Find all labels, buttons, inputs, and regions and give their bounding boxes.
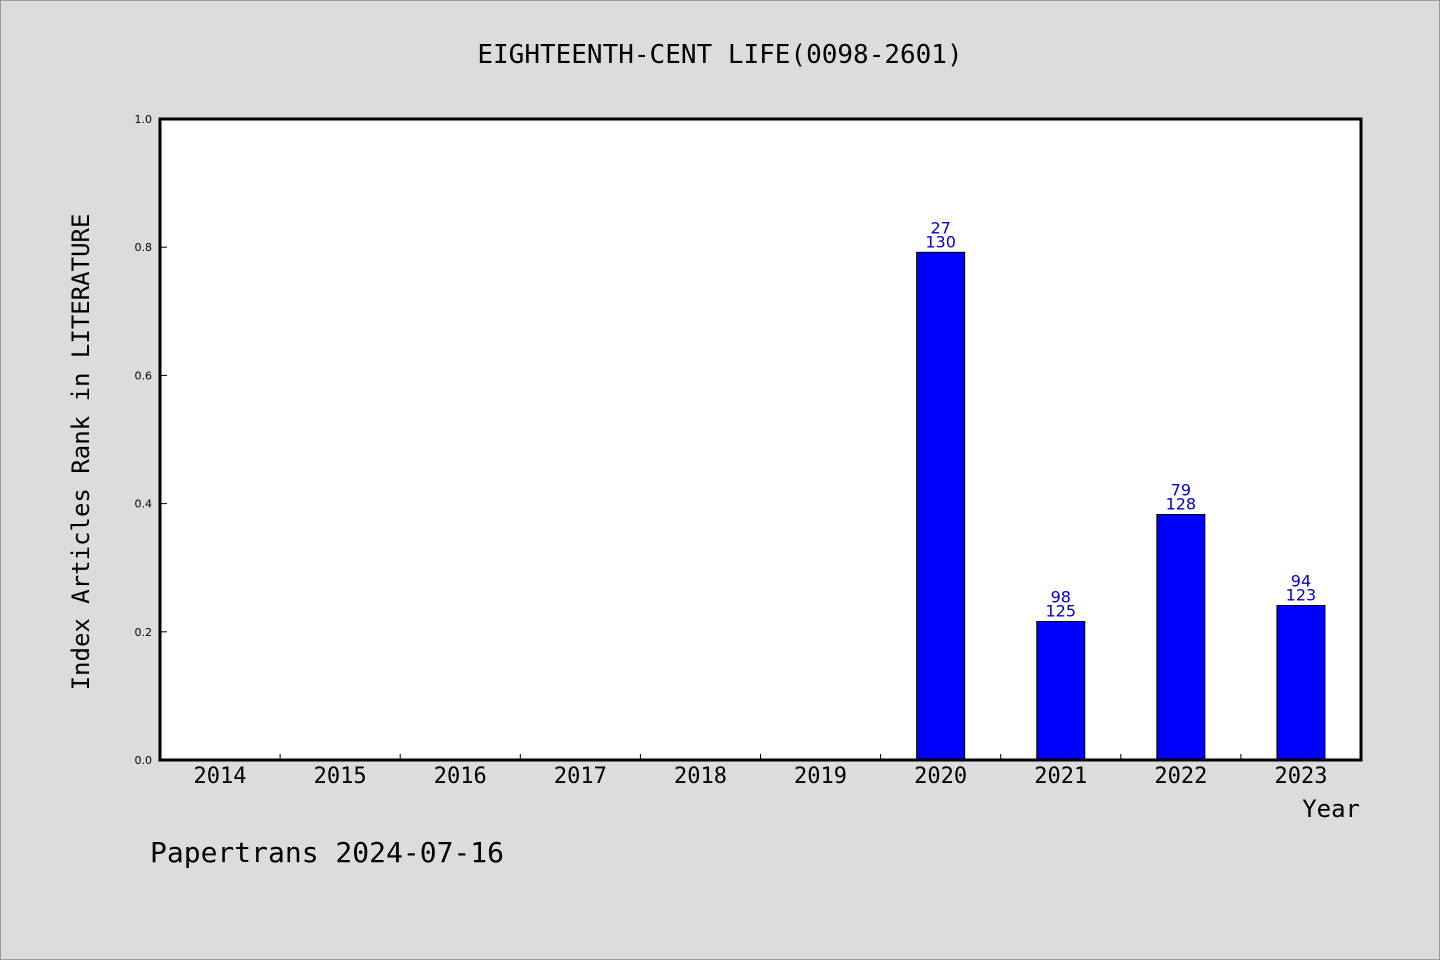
data-label-total: 123	[1286, 586, 1317, 605]
bar	[1276, 605, 1326, 761]
x-ticks-group: 2014 2015 2016 2017 2018 2019 2020 2021 2022 2023	[194, 754, 1327, 789]
data-label-rank: 79	[1171, 480, 1191, 499]
y-tick-label: 1.0	[135, 113, 153, 126]
y-tick-label: 0.0	[135, 754, 153, 767]
x-tick-label: 2020	[914, 764, 967, 789]
bar	[1036, 621, 1086, 761]
x-tick-label: 2018	[674, 764, 727, 789]
x-tick-label: 2014	[194, 764, 247, 789]
x-tick-label: 2023	[1274, 764, 1327, 789]
x-axis-label: Year	[1302, 795, 1360, 823]
data-label-total: 130	[925, 232, 956, 251]
bar	[1156, 513, 1206, 761]
bars-group	[916, 251, 1326, 761]
x-tick-label: 2015	[314, 764, 367, 789]
footer-credit: Papertrans 2024-07-16	[150, 836, 504, 869]
x-tick-label: 2021	[1034, 764, 1087, 789]
x-tick-label: 2017	[554, 764, 607, 789]
data-label-total: 128	[1166, 494, 1197, 513]
y-tick-label: 0.2	[135, 626, 153, 639]
y-axis-label: Index Articles Rank in LITERATURE	[67, 214, 95, 691]
chart-title: EIGHTEENTH-CENT LIFE(0098-2601)	[477, 40, 962, 70]
data-label-rank: 27	[930, 218, 950, 237]
plot-border	[158, 117, 1363, 762]
data-label-rank: 98	[1051, 588, 1071, 607]
x-tick-label: 2022	[1154, 764, 1207, 789]
data-label-rank: 94	[1291, 572, 1311, 591]
bar	[916, 251, 966, 761]
x-tick-label: 2019	[794, 764, 847, 789]
x-tick-label: 2016	[434, 764, 487, 789]
y-tick-label: 0.4	[135, 498, 153, 511]
y-tick-label: 0.8	[135, 241, 153, 254]
data-label-total: 125	[1045, 602, 1076, 621]
y-tick-label: 0.6	[135, 369, 153, 382]
